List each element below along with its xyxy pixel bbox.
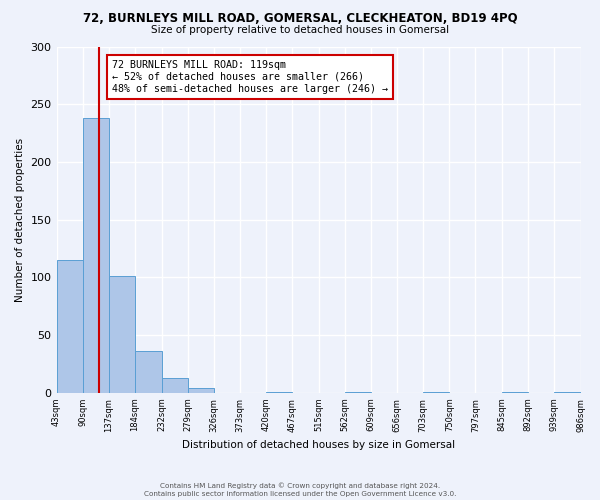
- Bar: [423, 392, 449, 393]
- Text: Contains public sector information licensed under the Open Government Licence v3: Contains public sector information licen…: [144, 491, 456, 497]
- Bar: [345, 392, 371, 393]
- Bar: [109, 276, 135, 393]
- Bar: [161, 378, 188, 393]
- Bar: [83, 118, 109, 393]
- Bar: [266, 392, 292, 393]
- Bar: [502, 392, 528, 393]
- Bar: [554, 392, 581, 393]
- Text: Contains HM Land Registry data © Crown copyright and database right 2024.: Contains HM Land Registry data © Crown c…: [160, 482, 440, 489]
- Text: Size of property relative to detached houses in Gomersal: Size of property relative to detached ho…: [151, 25, 449, 35]
- Y-axis label: Number of detached properties: Number of detached properties: [15, 138, 25, 302]
- Text: 72, BURNLEYS MILL ROAD, GOMERSAL, CLECKHEATON, BD19 4PQ: 72, BURNLEYS MILL ROAD, GOMERSAL, CLECKH…: [83, 12, 517, 26]
- X-axis label: Distribution of detached houses by size in Gomersal: Distribution of detached houses by size …: [182, 440, 455, 450]
- Bar: [135, 351, 161, 393]
- Bar: [188, 388, 214, 393]
- Text: 72 BURNLEYS MILL ROAD: 119sqm
← 52% of detached houses are smaller (266)
48% of : 72 BURNLEYS MILL ROAD: 119sqm ← 52% of d…: [112, 60, 388, 94]
- Bar: [56, 260, 83, 393]
